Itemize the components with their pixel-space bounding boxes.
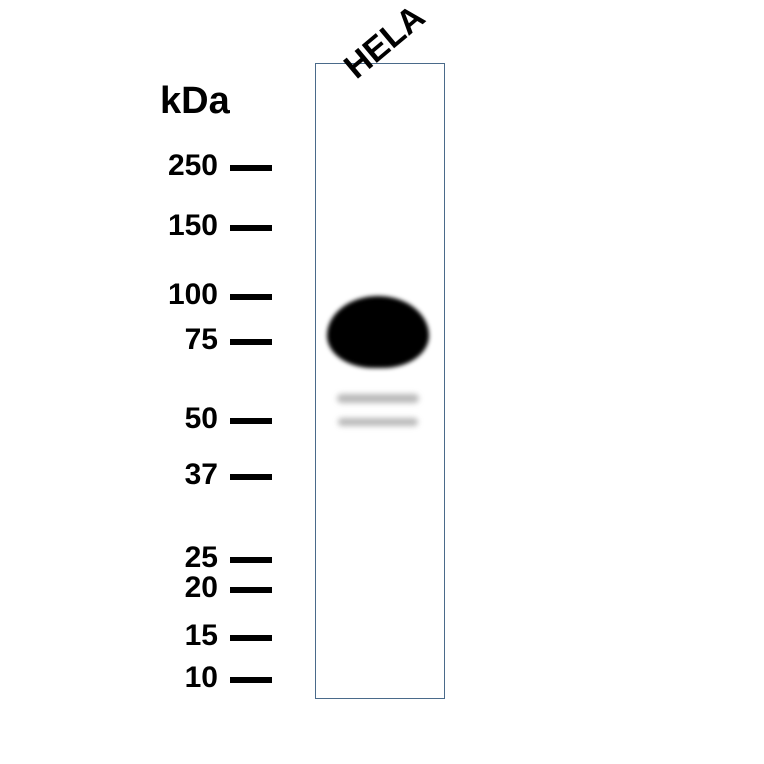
ladder-tick [230,557,272,563]
ladder-label: 50 [148,402,218,436]
ladder-tick [230,165,272,171]
band-faint [338,418,418,426]
ladder-tick [230,225,272,231]
ladder-label: 25 [148,541,218,575]
ladder-label: 100 [148,278,218,312]
band-main [327,296,429,368]
ladder-tick [230,474,272,480]
ladder-label: 150 [148,209,218,243]
ladder-label: 15 [148,619,218,653]
ladder-tick [230,587,272,593]
ladder-tick [230,677,272,683]
ladder-label: 37 [148,458,218,492]
ladder-label: 75 [148,323,218,357]
ladder-tick [230,635,272,641]
lane-box [315,63,445,699]
ladder-label: 10 [148,661,218,695]
ladder-tick [230,339,272,345]
ladder-tick [230,294,272,300]
band-faint [337,394,419,403]
axis-unit-label: kDa [160,80,230,123]
ladder-tick [230,418,272,424]
ladder-label: 250 [148,149,218,183]
ladder-label: 20 [148,571,218,605]
